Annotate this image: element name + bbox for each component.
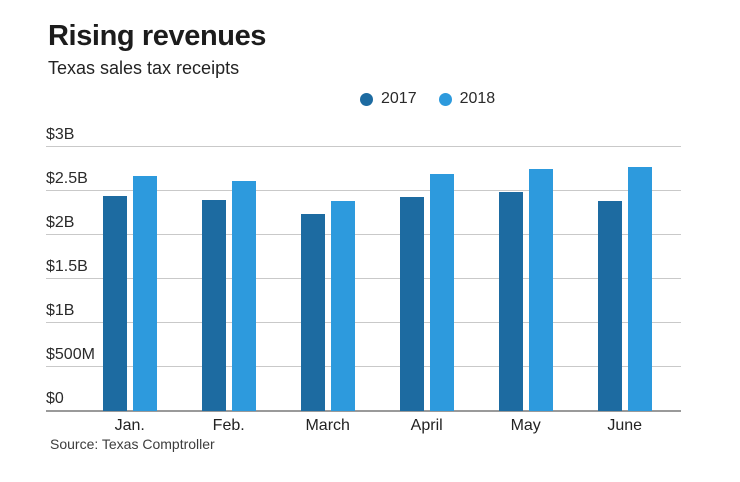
bar-2018-april	[429, 174, 454, 411]
y-tick-label: $2B	[46, 214, 75, 231]
bar-2017-june	[597, 200, 622, 411]
x-tick-label: May	[510, 417, 541, 434]
gridline-$500M	[46, 366, 681, 367]
legend-dot-icon	[438, 92, 452, 106]
y-tick-label: $1.5B	[46, 258, 88, 275]
bar-2018-june	[627, 167, 652, 411]
x-axis-line	[46, 410, 681, 412]
bar-2017-may	[498, 191, 523, 411]
chart-subtitle: Texas sales tax receipts	[48, 58, 240, 78]
legend-dot-icon	[360, 92, 373, 106]
bar-2018-feb	[231, 181, 256, 411]
legend-label: 2018	[459, 90, 496, 107]
gridline-$3B	[46, 146, 681, 147]
gridline-$2B	[46, 234, 681, 235]
x-tick-label: Jan.	[114, 417, 145, 434]
chart-title: Rising revenues	[48, 20, 267, 52]
bar-2018-march	[330, 200, 355, 411]
y-tick-label: $500M	[46, 346, 95, 363]
bar-2017-jan	[102, 196, 127, 411]
legend-item-2018: 2018	[438, 90, 496, 108]
plot-area: $3B $2.5B $2B $1.5B $1B $500M $0	[46, 126, 681, 412]
y-tick-label: $2.5B	[46, 170, 88, 187]
bar-2018-jan	[132, 176, 157, 411]
bar-2017-march	[300, 213, 325, 411]
source-note: Source: Texas Comptroller	[50, 436, 215, 452]
bar-2018-may	[528, 169, 553, 411]
y-tick-label: $3B	[46, 126, 75, 143]
x-tick-label: June	[607, 417, 643, 434]
gridline-$1B	[46, 322, 681, 323]
x-tick-label: March	[305, 417, 350, 434]
gridline-$2.5B	[46, 190, 681, 191]
gridline-$1.5B	[46, 278, 681, 279]
legend: 2017 2018	[360, 90, 495, 108]
x-tick-label: April	[410, 417, 443, 434]
legend-label: 2017	[381, 90, 417, 107]
bar-2017-april	[399, 197, 424, 411]
y-tick-label: $1B	[46, 302, 75, 319]
bar-2017-feb	[201, 199, 226, 411]
x-tick-label: Feb.	[212, 417, 245, 434]
legend-item-2017: 2017	[360, 90, 417, 108]
y-tick-label: $0	[46, 390, 64, 407]
